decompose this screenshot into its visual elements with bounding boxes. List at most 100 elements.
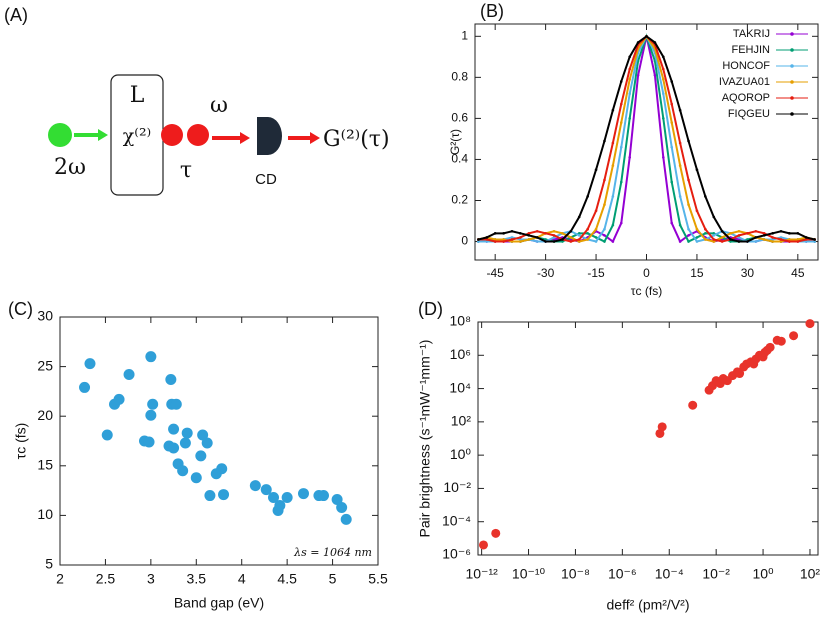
point — [485, 240, 489, 243]
point — [544, 240, 547, 243]
point — [168, 423, 180, 435]
y-tick-label: 5 — [45, 556, 53, 572]
panel-label: (C) — [8, 299, 33, 319]
legend-swatch — [790, 32, 794, 36]
y-tick-label: 1 — [461, 28, 468, 42]
point — [805, 319, 815, 329]
annotation: λs = 1064 nm — [293, 546, 372, 559]
legend-label: IVAZUA01 — [719, 76, 770, 88]
x-tick-label: 10⁻² — [702, 566, 730, 582]
point — [611, 240, 615, 243]
point — [628, 78, 631, 81]
point — [662, 78, 665, 81]
arrow-head — [240, 132, 250, 144]
detector-label: CD — [255, 171, 277, 188]
point — [695, 227, 699, 231]
y-tick-label: 10⁴ — [449, 379, 471, 395]
point — [619, 80, 623, 83]
legend-swatch — [790, 48, 794, 52]
point — [729, 240, 732, 243]
point — [577, 215, 581, 219]
y-tick-label: 0.6 — [451, 111, 468, 125]
point — [628, 67, 631, 71]
legend-label: FIQGEU — [728, 108, 770, 120]
point — [569, 229, 573, 233]
x-tick-label: 30 — [741, 266, 755, 280]
point — [569, 236, 573, 239]
point — [789, 331, 799, 341]
panel-label: (D) — [418, 299, 443, 319]
y-tick-label: 0.4 — [451, 152, 468, 166]
point — [594, 236, 598, 239]
point — [771, 238, 774, 241]
point — [281, 492, 293, 504]
legend-label: HONCOF — [722, 60, 770, 72]
point — [145, 409, 157, 421]
point — [510, 236, 514, 239]
y-tick-label: 10⁶ — [450, 346, 471, 362]
point — [712, 215, 716, 219]
point — [485, 236, 489, 239]
x-axis-label: τc (fs) — [631, 284, 662, 298]
point — [195, 450, 207, 462]
x-tick-label: 4.5 — [277, 571, 297, 587]
point — [804, 238, 808, 241]
point — [712, 234, 716, 237]
point — [678, 141, 682, 145]
plot-frame — [59, 316, 379, 566]
point — [493, 238, 497, 241]
point — [519, 238, 522, 241]
y-tick-label: 10⁰ — [450, 446, 472, 462]
point — [478, 540, 488, 550]
point — [535, 236, 539, 239]
point — [611, 141, 615, 145]
point — [762, 232, 766, 235]
point — [218, 489, 230, 501]
y-tick-label: 10⁻² — [443, 479, 471, 495]
point — [653, 41, 657, 44]
point — [619, 102, 623, 106]
y-tick-label: 20 — [37, 407, 53, 423]
point — [737, 240, 741, 243]
point — [552, 234, 556, 237]
point — [201, 437, 213, 449]
point — [688, 400, 698, 410]
point — [746, 232, 749, 235]
point — [662, 117, 665, 120]
point — [788, 232, 791, 235]
point — [678, 108, 682, 112]
x-tick-label: 2 — [56, 571, 64, 587]
point — [670, 80, 674, 83]
panel-label: (A) — [4, 5, 28, 25]
point — [535, 229, 539, 233]
point — [603, 227, 606, 231]
point — [796, 240, 800, 243]
point — [678, 164, 682, 167]
point — [544, 232, 547, 235]
point — [662, 55, 665, 59]
x-tick-label: 15 — [690, 266, 704, 280]
point — [678, 240, 682, 243]
point — [687, 227, 690, 231]
point — [779, 236, 783, 239]
point — [662, 67, 665, 71]
point — [670, 145, 674, 149]
point — [569, 240, 573, 243]
point — [317, 490, 329, 502]
point — [510, 229, 514, 233]
point — [340, 513, 352, 525]
point — [695, 168, 699, 172]
point — [771, 236, 774, 239]
point — [776, 336, 786, 346]
point — [493, 240, 497, 243]
point — [577, 234, 581, 237]
x-tick-label: -45 — [487, 266, 505, 280]
point — [720, 240, 724, 243]
point — [653, 74, 657, 77]
point — [628, 92, 631, 96]
point — [712, 238, 716, 241]
arrow-head — [98, 129, 108, 141]
x-axis-label: Band gap (eV) — [174, 595, 264, 611]
point — [735, 369, 745, 379]
